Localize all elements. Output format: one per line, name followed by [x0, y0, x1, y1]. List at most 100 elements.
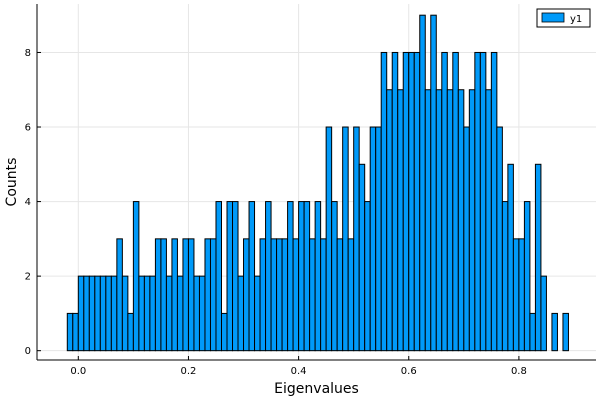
histogram-bar — [391, 51, 399, 352]
histogram-bar — [276, 238, 283, 352]
histogram-bar — [314, 201, 322, 352]
x-tick-label: 0.0 — [70, 366, 86, 377]
histogram-bar — [397, 89, 404, 352]
histogram-bar — [413, 51, 421, 352]
histogram-bar — [342, 126, 349, 352]
histogram-bar — [386, 89, 393, 352]
histogram-bar — [320, 238, 327, 352]
histogram-bar — [479, 51, 487, 352]
y-tick-label: 6 — [25, 123, 31, 134]
histogram-bar — [369, 126, 377, 352]
histogram-bar — [540, 275, 547, 352]
histogram-bar — [518, 238, 525, 352]
histogram-bar — [358, 163, 366, 352]
histogram-bar — [309, 238, 316, 352]
histogram-bar — [507, 163, 514, 352]
histogram-bar — [154, 238, 162, 352]
histogram-bar — [232, 201, 239, 352]
histogram-bar — [325, 126, 333, 352]
histogram-bar — [441, 51, 448, 352]
histogram-bar — [298, 201, 305, 352]
x-tick-label: 0.6 — [401, 366, 417, 377]
legend-entry-label: y1 — [570, 14, 582, 25]
histogram-bar — [198, 275, 206, 352]
histogram-bar — [132, 201, 140, 352]
histogram-bar — [270, 238, 278, 352]
histogram-bar — [88, 275, 96, 352]
x-tick-label: 0.2 — [181, 366, 197, 377]
histogram-bar — [220, 312, 228, 352]
histogram-bar — [281, 238, 289, 352]
histogram-bar — [336, 238, 344, 352]
histogram-bar — [485, 89, 492, 352]
histogram-bar — [529, 312, 536, 352]
histogram-bar — [143, 275, 151, 352]
histogram-bar — [160, 238, 167, 352]
histogram-bar — [287, 201, 294, 352]
histogram-bar — [353, 126, 360, 352]
histogram-bar — [375, 126, 382, 352]
histogram-bar — [77, 275, 85, 352]
histogram-bar — [215, 201, 222, 352]
histogram-bar — [265, 201, 272, 352]
histogram-bar — [105, 275, 112, 352]
histogram-bar — [512, 238, 520, 352]
y-tick-label: 0 — [25, 346, 31, 357]
histogram-bar — [171, 238, 178, 352]
histogram-bar — [116, 238, 123, 352]
histogram-bar — [457, 89, 465, 352]
histogram-bar — [534, 163, 542, 352]
histogram-bar — [402, 51, 410, 352]
histogram-bar — [446, 89, 454, 352]
histogram-bar — [380, 51, 388, 352]
histogram-bar — [99, 275, 107, 352]
legend: y1 — [536, 8, 591, 28]
y-axis-label: Counts — [4, 158, 20, 207]
histogram-bars — [66, 14, 569, 352]
histogram-bar — [347, 238, 355, 352]
histogram-bar — [501, 201, 509, 352]
histogram-bar — [209, 238, 217, 352]
histogram-bar — [452, 51, 459, 352]
y-tick-label: 2 — [25, 272, 31, 283]
histogram-bar — [562, 312, 569, 352]
histogram-bar — [83, 275, 90, 352]
histogram-bar — [110, 275, 118, 352]
histogram-bar — [72, 312, 79, 352]
histogram-bar — [424, 89, 432, 352]
histogram-bar — [149, 275, 156, 352]
tick-labels: 0.0 0.2 0.4 0.6 0.8 0 2 4 6 8 — [25, 48, 527, 377]
y-tick-label: 4 — [25, 197, 31, 208]
histogram-bar — [121, 275, 129, 352]
histogram-bar — [66, 312, 74, 352]
x-axis-label: Eigenvalues — [274, 381, 359, 397]
histogram-bar — [551, 312, 558, 352]
histogram-bar — [523, 201, 531, 352]
histogram-bar — [182, 238, 189, 352]
x-tick-label: 0.8 — [511, 366, 527, 377]
histogram-bar — [193, 275, 200, 352]
histogram-bar — [165, 275, 173, 352]
histogram-bar — [237, 275, 245, 352]
axes — [36, 4, 596, 361]
x-tick-label: 0.4 — [291, 366, 307, 377]
histogram-bar — [419, 14, 426, 352]
histogram-bar — [292, 238, 300, 352]
histogram-bar — [435, 89, 443, 352]
histogram-bar — [463, 126, 470, 352]
histogram-bar — [364, 201, 371, 352]
histogram-bar — [408, 51, 415, 352]
histogram-bar — [430, 14, 437, 352]
histogram-bar — [176, 275, 184, 352]
histogram-bar — [496, 126, 503, 352]
y-tick-label: 8 — [25, 48, 31, 59]
histogram-bar — [226, 201, 234, 352]
histogram-bar — [331, 201, 338, 352]
histogram-bar — [468, 89, 476, 352]
histogram-bar — [127, 312, 134, 352]
histogram-bar — [248, 201, 256, 352]
histogram-bar — [254, 275, 261, 352]
histogram-bar — [243, 238, 250, 352]
histogram-bar — [187, 238, 195, 352]
